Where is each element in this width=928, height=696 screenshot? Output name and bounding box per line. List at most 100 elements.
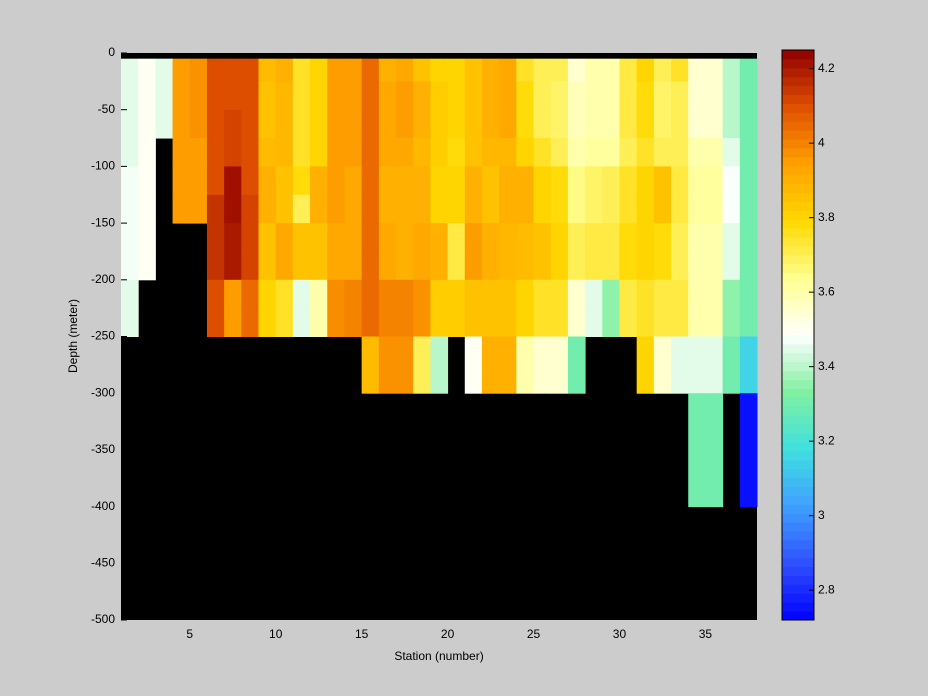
- cell: [739, 251, 758, 281]
- cell: [396, 58, 414, 82]
- cell: [533, 223, 552, 252]
- cell: [533, 308, 552, 337]
- cell: [688, 336, 706, 394]
- colorbar-segment: [782, 459, 814, 470]
- cell: [275, 223, 294, 252]
- cell: [292, 251, 311, 281]
- cell: [292, 279, 311, 309]
- cell: [138, 109, 156, 139]
- colorbar-segment: [782, 67, 814, 78]
- cell: [413, 223, 431, 252]
- colorbar-segment: [782, 245, 814, 256]
- colorbar-segment: [782, 201, 814, 211]
- y-tick-label: -250: [91, 329, 115, 343]
- cell: [430, 336, 449, 394]
- colorbar-segment: [782, 112, 814, 122]
- cell: [344, 279, 363, 309]
- cell: [413, 81, 431, 111]
- cell: [206, 279, 225, 309]
- cell: [516, 336, 535, 394]
- cell: [310, 194, 328, 224]
- cell: [138, 166, 156, 196]
- cell: [378, 279, 397, 309]
- cell: [378, 223, 397, 252]
- cell: [172, 166, 191, 196]
- cell: [121, 138, 139, 167]
- cell: [636, 251, 655, 281]
- cell: [499, 166, 517, 196]
- cell: [619, 166, 638, 196]
- cell: [619, 138, 638, 167]
- cell: [516, 138, 535, 167]
- cell: [206, 223, 225, 252]
- cell: [636, 138, 655, 167]
- colorbar-tick-label: 2.8: [818, 582, 835, 596]
- colorbar-segment: [782, 575, 814, 585]
- cell: [688, 138, 706, 167]
- cell: [430, 109, 449, 139]
- cell: [739, 308, 758, 337]
- cell: [653, 166, 672, 196]
- cell: [138, 81, 156, 111]
- cell: [619, 194, 638, 224]
- cell: [464, 279, 483, 309]
- cell: [344, 308, 363, 337]
- cell: [499, 279, 517, 309]
- cell: [705, 393, 724, 508]
- cell: [224, 166, 242, 196]
- cell: [396, 251, 414, 281]
- x-tick-label: 10: [269, 627, 283, 641]
- cell: [516, 251, 535, 281]
- cell: [327, 223, 345, 252]
- cell: [550, 251, 569, 281]
- y-tick-label: -500: [91, 612, 115, 626]
- cell: [585, 58, 603, 82]
- cell: [172, 81, 191, 111]
- cell: [533, 58, 552, 82]
- cell: [499, 58, 517, 82]
- cell: [688, 194, 706, 224]
- cell: [499, 308, 517, 337]
- cell: [653, 279, 672, 309]
- cell: [739, 109, 758, 139]
- cell: [585, 279, 603, 309]
- colorbar-segment: [782, 352, 814, 363]
- cell: [481, 109, 500, 139]
- cell: [344, 251, 363, 281]
- cell: [481, 58, 500, 82]
- colorbar-segment: [782, 557, 814, 568]
- cell: [705, 138, 724, 167]
- cell: [705, 109, 724, 139]
- cell: [619, 223, 638, 252]
- cell: [310, 279, 328, 309]
- cell: [344, 58, 363, 82]
- cell: [636, 223, 655, 252]
- cell: [705, 58, 724, 82]
- cell: [722, 223, 741, 252]
- colorbar-segment: [782, 593, 814, 603]
- cell: [378, 81, 397, 111]
- cell: [619, 81, 638, 111]
- cell: [206, 194, 225, 224]
- cell: [206, 81, 225, 111]
- cell: [189, 109, 208, 139]
- colorbar-segment: [782, 397, 814, 407]
- cell: [413, 194, 431, 224]
- cell: [447, 223, 466, 252]
- cell: [481, 279, 500, 309]
- cell: [705, 223, 724, 252]
- cell: [241, 308, 260, 337]
- cell: [688, 81, 706, 111]
- cell: [121, 109, 139, 139]
- colorbar-segment: [782, 50, 814, 60]
- cell: [602, 279, 620, 309]
- colorbar-segment: [782, 566, 814, 576]
- cell: [292, 109, 311, 139]
- cell: [292, 223, 311, 252]
- cell: [533, 138, 552, 167]
- cell: [138, 194, 156, 224]
- cell: [224, 308, 242, 337]
- cell: [258, 138, 277, 167]
- colorbar-segment: [782, 611, 814, 621]
- cell: [567, 166, 586, 196]
